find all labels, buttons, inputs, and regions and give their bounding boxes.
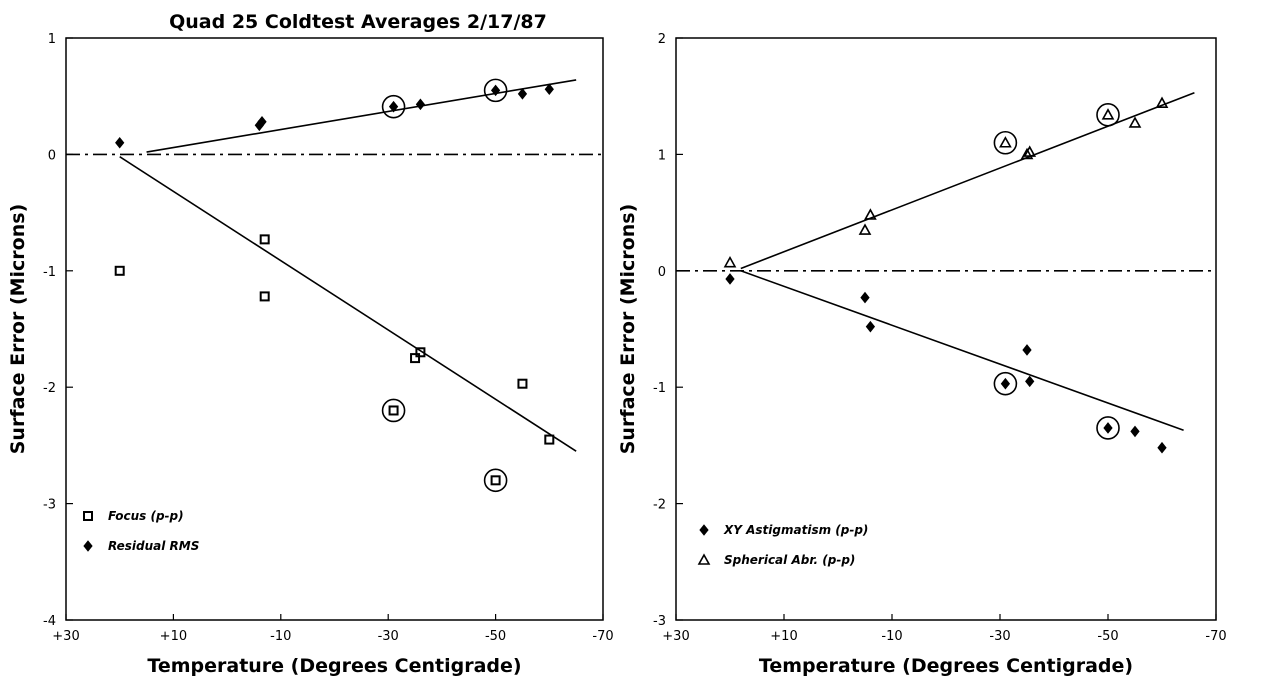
point-0-0-4 [410,353,421,364]
point-1-1-8 [1155,96,1169,108]
point-0-0-8 [544,434,555,445]
x-tick-label-1-2: -10 [881,629,902,644]
point-0-1-5 [490,84,501,97]
highlight-circle-1-1-0 [993,130,1018,155]
point-0-0-5 [415,347,426,358]
legend-label-0-1: Residual RMS [108,539,199,553]
x-tick-label-1-4: -50 [1097,629,1118,644]
y-tick-label-1-5: -3 [653,614,666,629]
point-0-1-7 [544,83,554,96]
chart-title: Quad 25 Coldtest Averages 2/17/87 [169,11,547,33]
point-1-1-3 [999,136,1012,148]
point-0-1-6 [517,88,528,100]
point-1-1-6 [1101,108,1115,120]
legend-marker-0-0 [83,511,93,521]
legend-marker-0-1 [83,540,93,552]
y-tick-label-1-4: -2 [653,498,666,513]
panel-1-frame [675,37,1217,621]
x-axis-title-0: Temperature (Degrees Centigrade) [147,655,521,677]
point-1-0-0 [725,273,735,285]
point-1-1-4 [1020,147,1034,160]
x-tick-label-0-3: -30 [378,629,399,644]
panel-left-focus-rms: +30 +10 -10 -30 -50 -70 1 0 -1 -2 -3 -4 Temperature … [7,32,614,677]
y-tick-label-0-3: -2 [43,381,56,396]
legend-label-1-1: Spherical Abr. (p-p) [724,553,855,567]
point-0-0-6 [490,475,501,486]
highlight-circle-1-0-0 [993,371,1018,396]
x-tick-label-1-0: +30 [662,629,689,644]
y-tick-label-1-0: 2 [658,32,666,47]
highlight-circle-1-1-1 [1096,103,1120,127]
x-tick-label-0-4: -50 [485,629,506,644]
point-1-1-2 [864,208,877,220]
legend-marker-1-0 [699,524,709,536]
x-tick-label-1-1: +10 [770,629,797,644]
x-tick-label-1-3: -30 [989,629,1010,644]
y-tick-label-0-0: 1 [48,32,56,47]
x-tick-label-0-5: -70 [592,629,613,644]
y-tick-label-1-1: 1 [658,148,666,163]
y-tick-label-0-2: -1 [43,265,56,280]
fit-line-0-1 [146,79,577,153]
y-tick-label-0-1: 0 [48,148,56,163]
y-tick-label-1-3: -1 [653,381,666,396]
legend-marker-1-1 [697,553,711,565]
point-0-1-3 [388,100,399,113]
panel-right-astig-spherical: +30 +10 -10 -30 -50 -70 2 1 0 -1 -2 -3 Temperature (… [617,32,1227,677]
x-tick-label-0-1: +10 [160,629,187,644]
point-0-0-3 [388,405,399,416]
point-0-1-2 [257,116,267,128]
panel-0-frame [65,37,604,621]
x-tick-label-0-0: +30 [52,629,79,644]
x-axis-title-1: Temperature (Degrees Centigrade) [759,655,1133,677]
point-0-1-0 [115,136,125,149]
point-1-0-5 [1025,375,1035,388]
point-1-0-3 [1000,377,1011,390]
point-1-1-0 [723,256,737,268]
point-1-1-5 [1023,145,1037,157]
point-0-1-4 [415,98,426,111]
point-1-0-4 [1022,344,1032,356]
point-0-0-0 [114,265,125,276]
highlight-circle-0-0-1 [483,468,508,493]
y-axis-title-1: Surface Error (Microns) [617,204,639,455]
highlight-circle-0-1-0 [381,94,406,119]
fit-line-1-1 [740,91,1195,270]
point-1-0-2 [865,320,876,333]
y-tick-label-0-4: -3 [43,498,56,513]
point-1-0-6 [1103,422,1113,434]
point-1-0-8 [1157,441,1167,454]
highlight-circle-0-0-0 [381,398,406,423]
y-tick-label-0-5: -4 [43,614,56,629]
point-1-1-1 [858,223,872,235]
fit-line-1-0 [740,270,1184,432]
point-0-0-1 [259,234,270,245]
point-1-1-7 [1128,116,1142,128]
x-tick-label-0-2: -10 [270,629,291,644]
highlight-circle-0-1-1 [483,78,508,103]
point-0-0-2 [259,291,270,302]
x-tick-label-1-5: -70 [1205,629,1226,644]
point-1-0-1 [860,291,870,304]
fit-line-0-0 [119,156,577,452]
y-tick-label-1-2: 0 [658,265,666,280]
legend-label-0-0: Focus (p-p) [108,509,184,523]
legend-label-1-0: XY Astigmatism (p-p) [723,523,868,537]
point-1-0-7 [1130,425,1140,438]
point-0-0-7 [517,378,528,389]
highlight-circle-1-0-1 [1096,416,1120,440]
y-axis-title-0: Surface Error (Microns) [7,204,29,455]
